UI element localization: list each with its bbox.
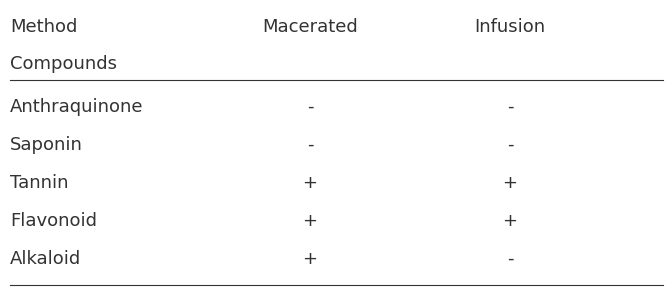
- Text: +: +: [302, 212, 318, 230]
- Text: Saponin: Saponin: [10, 136, 83, 154]
- Text: Method: Method: [10, 18, 77, 36]
- Text: +: +: [502, 174, 517, 192]
- Text: Flavonoid: Flavonoid: [10, 212, 97, 230]
- Text: -: -: [507, 98, 513, 116]
- Text: -: -: [507, 250, 513, 268]
- Text: +: +: [302, 174, 318, 192]
- Text: -: -: [507, 136, 513, 154]
- Text: Compounds: Compounds: [10, 55, 117, 73]
- Text: Alkaloid: Alkaloid: [10, 250, 81, 268]
- Text: -: -: [307, 98, 314, 116]
- Text: Macerated: Macerated: [262, 18, 358, 36]
- Text: +: +: [302, 250, 318, 268]
- Text: Anthraquinone: Anthraquinone: [10, 98, 143, 116]
- Text: -: -: [307, 136, 314, 154]
- Text: Infusion: Infusion: [474, 18, 545, 36]
- Text: +: +: [502, 212, 517, 230]
- Text: Tannin: Tannin: [10, 174, 68, 192]
